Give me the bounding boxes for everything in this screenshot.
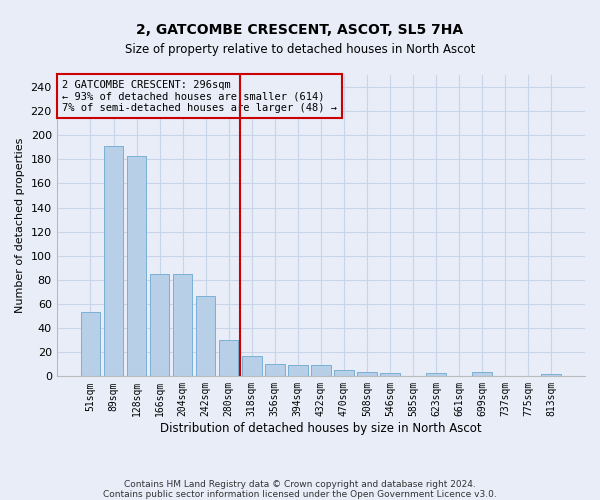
Bar [288, 366, 308, 376]
Text: 2 GATCOMBE CRESCENT: 296sqm
← 93% of detached houses are smaller (614)
7% of sem: 2 GATCOMBE CRESCENT: 296sqm ← 93% of det… [62, 80, 337, 112]
Bar [426, 372, 446, 376]
Bar [311, 366, 331, 376]
Bar [472, 372, 492, 376]
Text: 2, GATCOMBE CRESCENT, ASCOT, SL5 7HA: 2, GATCOMBE CRESCENT, ASCOT, SL5 7HA [136, 22, 464, 36]
Bar [265, 364, 284, 376]
Bar [242, 356, 262, 376]
Bar [380, 372, 400, 376]
Text: Size of property relative to detached houses in North Ascot: Size of property relative to detached ho… [125, 42, 475, 56]
Bar [173, 274, 193, 376]
Bar [150, 274, 169, 376]
Bar [127, 156, 146, 376]
Bar [334, 370, 353, 376]
Bar [219, 340, 238, 376]
X-axis label: Distribution of detached houses by size in North Ascot: Distribution of detached houses by size … [160, 422, 482, 435]
Bar [357, 372, 377, 376]
Bar [196, 296, 215, 376]
Bar [80, 312, 100, 376]
Bar [104, 146, 123, 376]
Bar [541, 374, 561, 376]
Text: Contains HM Land Registry data © Crown copyright and database right 2024.
Contai: Contains HM Land Registry data © Crown c… [103, 480, 497, 500]
Y-axis label: Number of detached properties: Number of detached properties [15, 138, 25, 314]
